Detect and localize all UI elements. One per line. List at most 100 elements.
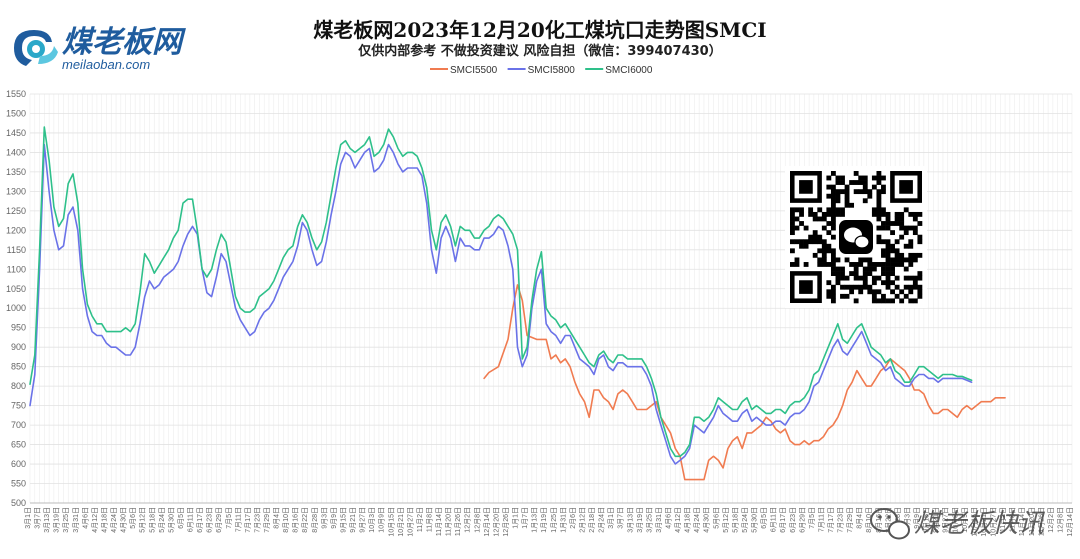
qr-module (835, 193, 841, 199)
qr-module (862, 189, 868, 195)
x-tick-label: 9月3日 (903, 507, 911, 529)
x-tick-label: 6月11日 (187, 507, 195, 532)
qr-module (794, 262, 800, 267)
y-tick-label: 550 (11, 479, 26, 489)
y-tick-label: 800 (11, 381, 26, 391)
qr-module (840, 271, 845, 276)
x-tick-label: 9月15日 (339, 507, 347, 533)
qr-module (799, 221, 804, 226)
qr-module (903, 266, 909, 272)
qr-code (785, 166, 927, 308)
qr-module (881, 189, 886, 195)
y-tick-label: 1150 (7, 245, 26, 255)
qr-module (876, 239, 882, 245)
qr-module (871, 289, 877, 295)
qr-module (885, 271, 891, 276)
x-tick-label: 10月3日 (951, 507, 959, 533)
qr-module (917, 275, 923, 281)
qr-module (867, 257, 873, 263)
qr-module (894, 216, 900, 222)
qr-module (862, 257, 868, 263)
x-tick-label: 3月7日 (34, 507, 42, 529)
qr-module (826, 243, 832, 249)
qr-module (908, 243, 914, 249)
y-tick-label: 1250 (6, 206, 26, 216)
qr-module (881, 239, 886, 245)
qr-module (876, 198, 882, 204)
x-tick-label: 11月8日 (1009, 507, 1017, 532)
qr-module (826, 193, 832, 199)
x-tick-label: 2月18日 (588, 507, 596, 533)
x-tick-label: 7月17日 (244, 507, 252, 533)
qr-module (894, 211, 900, 217)
chart-legend: SMCI5500 SMCI5800 SMCI6000 (430, 65, 653, 76)
x-tick-label: 11月20日 (445, 507, 453, 536)
qr-module (817, 216, 823, 222)
qr-module (862, 184, 868, 190)
qr-module (853, 275, 859, 281)
x-tick-label: 9月3日 (320, 507, 328, 529)
qr-module (821, 216, 827, 222)
qr-module (790, 207, 795, 213)
x-tick-label: 8月4日 (856, 507, 864, 529)
x-tick-label: 11月26日 (454, 507, 462, 536)
qr-module (830, 193, 836, 199)
x-tick-label: 3月13日 (626, 507, 634, 533)
qr-module (908, 211, 914, 217)
y-tick-label: 950 (11, 323, 26, 333)
qr-module (894, 221, 900, 226)
qr-module (826, 280, 832, 286)
qr-module (853, 262, 859, 267)
qr-module (817, 262, 823, 267)
qr-module (808, 211, 814, 217)
x-tick-label: 7月5日 (225, 507, 233, 529)
qr-module (858, 180, 864, 185)
x-tick-label: 10月9日 (961, 507, 969, 533)
qr-module (890, 262, 895, 267)
qr-module (899, 211, 905, 217)
x-tick-label: 1月19日 (540, 507, 548, 533)
qr-module (808, 207, 814, 213)
qr-module (840, 207, 845, 213)
qr-module (912, 275, 918, 281)
qr-module (871, 184, 877, 190)
qr-module (794, 207, 800, 213)
qr-module (794, 225, 800, 231)
x-tick-label: 5月18日 (148, 507, 156, 533)
qr-module (917, 289, 923, 295)
qr-module (826, 211, 832, 217)
qr-module (826, 289, 832, 295)
wechat-icon (870, 508, 910, 540)
series-line-smci5800 (29, 143, 973, 465)
qr-module (894, 293, 900, 299)
qr-module (826, 175, 832, 181)
y-tick-label: 1300 (6, 186, 26, 196)
qr-module (821, 225, 827, 231)
qr-module (871, 280, 877, 286)
x-tick-label: 4月12日 (674, 507, 682, 533)
qr-module (885, 275, 891, 281)
qr-module (912, 225, 918, 231)
x-tick-label: 11月2日 (999, 507, 1007, 532)
qr-module (858, 257, 864, 263)
qr-module (903, 257, 909, 263)
qr-module (830, 198, 836, 204)
qr-module (917, 221, 923, 226)
y-tick-label: 700 (11, 420, 26, 430)
qr-module (830, 289, 836, 295)
x-tick-label: 9月27日 (359, 507, 367, 533)
qr-module (862, 266, 868, 272)
qr-module (908, 262, 914, 267)
qr-module (862, 280, 868, 286)
qr-module (803, 239, 809, 245)
qr-module (844, 202, 850, 208)
qr-module (840, 293, 845, 299)
x-tick-label: 3月25日 (645, 507, 653, 533)
x-tick-label: 10月15日 (387, 507, 395, 537)
qr-module (826, 248, 832, 254)
qr-module (890, 266, 895, 272)
qr-module (862, 271, 868, 276)
qr-module (853, 271, 859, 276)
x-tick-label: 11月26日 (1037, 507, 1045, 536)
qr-module (876, 225, 882, 231)
